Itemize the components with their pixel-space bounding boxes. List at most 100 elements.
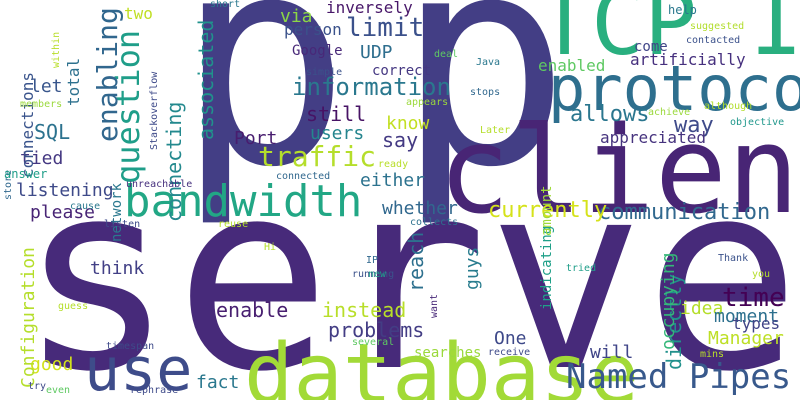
word-information: information xyxy=(292,73,451,101)
word-achieve: achieve xyxy=(648,107,691,118)
word-help: help xyxy=(668,3,697,17)
word-fact: fact xyxy=(196,372,240,393)
word-within: within xyxy=(51,31,62,68)
word-several: several xyxy=(352,337,395,348)
word-total: total xyxy=(64,57,83,106)
word-come: come xyxy=(634,39,668,55)
word-guess: guess xyxy=(58,301,89,312)
word-configuration: Configuration xyxy=(18,247,39,388)
word-allows: allows xyxy=(570,102,650,127)
word-occupying: occupying xyxy=(658,252,679,350)
word-currently: currently xyxy=(488,198,608,223)
word-tried: tried xyxy=(566,263,597,274)
word-know: know xyxy=(386,113,430,134)
word-protocol: protocol xyxy=(548,52,800,125)
word-instead: instead xyxy=(322,298,407,322)
word-thank: Thank xyxy=(718,253,749,264)
word-appears: appears xyxy=(406,97,449,108)
word-still: still xyxy=(306,102,367,126)
word-listening: listening xyxy=(16,180,114,201)
word-limit: limit xyxy=(346,13,425,43)
word-members: members xyxy=(20,99,63,110)
word-suggested: suggested xyxy=(690,21,745,32)
word-contacted: contacted xyxy=(686,35,741,46)
word-reach: reach xyxy=(404,231,428,292)
word-stackoverflow: Stackoverflow xyxy=(149,71,160,150)
word-two: two xyxy=(124,4,153,23)
word-hi: Hi xyxy=(264,242,277,253)
word-searches: searches xyxy=(414,345,482,361)
word-new: new xyxy=(368,269,387,280)
word-want: want xyxy=(429,293,440,318)
word-think: think xyxy=(90,258,145,279)
word-associated: associated xyxy=(194,19,218,140)
word-mins: mins xyxy=(700,349,725,360)
word-running: running xyxy=(352,269,395,280)
word-either: either xyxy=(360,170,426,191)
word-p: p xyxy=(176,0,351,231)
word-even: even xyxy=(46,385,71,396)
word-you: you xyxy=(752,269,771,280)
word-communication: communication xyxy=(598,200,771,225)
word-listen: listen xyxy=(104,219,141,230)
word-traffic: traffic xyxy=(258,140,377,173)
word-appreciated: appreciated xyxy=(600,128,706,147)
word-rephrase: rephrase xyxy=(130,385,179,396)
word-answer: answer xyxy=(4,167,48,181)
word-ready: ready xyxy=(378,159,409,170)
word-say: say xyxy=(382,128,419,152)
word-guys: guys xyxy=(462,246,483,290)
word-artificially: artificially xyxy=(630,50,746,69)
word-correct: correct xyxy=(372,63,432,79)
word-reuse: reuse xyxy=(218,219,249,230)
word-enabled: enabled xyxy=(538,56,606,75)
word-idea: idea xyxy=(680,298,724,319)
word-indicating: indicating xyxy=(539,225,555,310)
word-udp: UDP xyxy=(360,42,393,63)
word-please: please xyxy=(30,202,96,223)
word-database: database xyxy=(244,327,639,400)
word-timespan: timespan xyxy=(106,341,155,352)
word-sql: SQL xyxy=(34,120,71,144)
word-server: server xyxy=(18,127,800,400)
word-connected: connected xyxy=(276,171,331,182)
word-short: short xyxy=(210,0,241,10)
word-simple: simple xyxy=(306,67,343,78)
word-users: users xyxy=(310,123,365,144)
word-try: try xyxy=(28,381,47,392)
word-tied: tied xyxy=(20,148,64,169)
word-named-pipes: Named Pipes xyxy=(566,357,792,397)
word-unreachable: unreachable xyxy=(126,179,193,190)
word-java: Java xyxy=(476,57,501,68)
word-bandwidth: bandwidth xyxy=(124,176,363,227)
word-port: Port xyxy=(234,128,278,149)
word-tcp-ip: TCP IP xyxy=(538,0,800,75)
word-way: way xyxy=(674,113,714,138)
word-later: Later xyxy=(480,125,511,136)
word-deal: deal xyxy=(434,49,459,60)
word-connecting: connecting xyxy=(162,101,186,222)
word-ip: IP xyxy=(366,255,379,266)
word-client: client xyxy=(438,102,800,241)
word-one: One xyxy=(494,328,527,349)
word-via: via xyxy=(280,6,313,27)
word-person: person xyxy=(284,20,342,39)
word-types: types xyxy=(732,314,781,333)
word-good: good xyxy=(30,354,74,375)
word-receive: receive xyxy=(488,347,531,358)
word-manager: Manager xyxy=(708,328,784,349)
word-google: Google xyxy=(292,43,343,59)
word-problems: problems xyxy=(328,318,425,342)
word-stops: stops xyxy=(470,87,501,98)
word-use: use xyxy=(84,335,193,400)
word-whether: whether xyxy=(382,198,458,219)
word-time: time xyxy=(722,283,785,313)
word-although: although xyxy=(704,101,753,112)
word-amount: amount xyxy=(539,185,555,236)
word-objective: objective xyxy=(730,117,785,128)
word-connections: connections xyxy=(18,72,37,178)
word-enabling: enabling xyxy=(91,7,124,142)
word-cause: cause xyxy=(70,201,101,212)
word-enable: enable xyxy=(216,298,289,322)
